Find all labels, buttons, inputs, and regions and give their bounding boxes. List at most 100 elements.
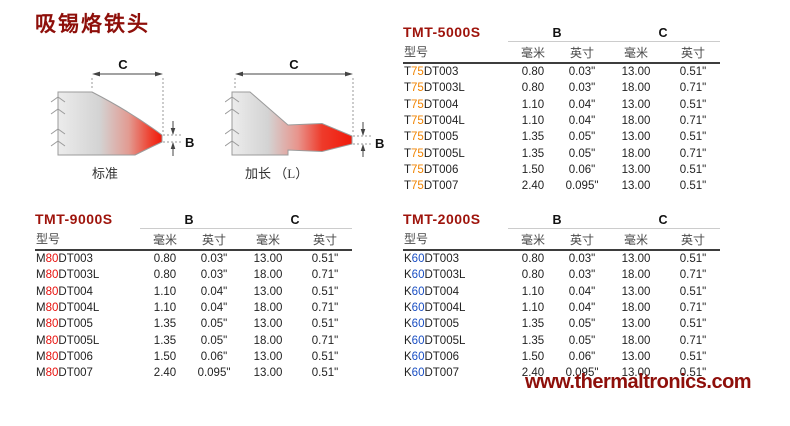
model-cell: K60DT006: [404, 350, 459, 363]
value-cell: 0.05": [200, 334, 228, 347]
value-cell: 1.35: [521, 147, 545, 160]
value-cell: 18.00: [253, 334, 283, 347]
table-body: M80DT003 0.80 0.03" 13.00 0.51" M80DT003L 0.80…: [35, 251, 352, 381]
value-cell: 0.51": [311, 253, 339, 266]
model-cell: K60DT007: [404, 367, 459, 380]
model-cell: T75DT003: [404, 66, 459, 79]
value-cell: 1.10: [521, 285, 545, 298]
model-cell: K60DT005L: [404, 334, 466, 347]
page-title: 吸锡烙铁头: [35, 13, 150, 36]
value-cell: 1.10: [521, 302, 545, 315]
table-title: TMT-2000S: [403, 211, 481, 227]
tip-body-shape: [231, 91, 353, 156]
table-column-headers: 型号 毫米 英寸 毫米 英寸: [403, 40, 720, 64]
value-cell: 13.00: [621, 98, 651, 111]
col-group-c-label: C: [290, 213, 300, 227]
value-cell: 18.00: [621, 269, 651, 282]
dim-c-label: C: [289, 57, 299, 72]
model-accent-digits: 60: [411, 285, 425, 298]
table-row: K60DT007 2.40 0.095" 13.00 0.51": [403, 365, 720, 381]
value-cell: 13.00: [621, 350, 651, 363]
table-row: K60DT004L 1.10 0.04" 18.00 0.71": [403, 300, 720, 316]
value-cell: 0.51": [679, 350, 707, 363]
col-header-c-inch: 英寸: [666, 40, 720, 63]
value-cell: 0.05": [568, 334, 596, 347]
model-accent-digits: 75: [411, 115, 424, 128]
model-cell: M80DT005L: [36, 334, 100, 347]
table-row: M80DT005L 1.35 0.05" 18.00 0.71": [35, 332, 352, 348]
value-cell: 13.00: [253, 285, 283, 298]
col-header-c-inch: 英寸: [298, 227, 352, 250]
dimension-b: [163, 121, 182, 156]
model-accent-digits: 80: [45, 350, 59, 363]
website-url: www.thermaltronics.com: [525, 371, 752, 393]
value-cell: 13.00: [621, 318, 651, 331]
value-cell: 13.00: [621, 180, 651, 193]
table-row: K60DT005L 1.35 0.05" 18.00 0.71": [403, 332, 720, 348]
value-cell: 0.80: [521, 253, 545, 266]
value-cell: 0.71": [679, 82, 707, 95]
value-cell: 0.03": [568, 253, 596, 266]
col-group-b-label: B: [552, 213, 562, 227]
model-accent-digits: 80: [45, 367, 59, 380]
model-cell: M80DT004: [36, 285, 93, 298]
value-cell: 13.00: [253, 253, 283, 266]
value-cell: 0.51": [679, 163, 707, 176]
table-row: K60DT005 1.35 0.05" 13.00 0.51": [403, 316, 720, 332]
model-accent-digits: 60: [411, 253, 425, 266]
value-cell: 18.00: [253, 269, 283, 282]
value-cell: 0.51": [679, 318, 707, 331]
table-tmt-9000s: TMT-9000S B C 型号 毫米 英寸 毫米 英寸 M80DT003 0.8…: [35, 207, 352, 381]
model-accent-digits: 80: [45, 334, 59, 347]
value-cell: 0.80: [521, 66, 545, 79]
value-cell: 0.05": [568, 318, 596, 331]
table-body: T75DT003 0.80 0.03" 13.00 0.51" T75DT003L 0.80…: [403, 64, 720, 194]
model-cell: T75DT005: [404, 131, 459, 144]
table-column-headers: 型号 毫米 英寸 毫米 英寸: [35, 227, 352, 251]
value-cell: 0.51": [679, 98, 707, 111]
value-cell: 0.80: [521, 82, 545, 95]
value-cell: 18.00: [621, 302, 651, 315]
table-row: T75DT007 2.40 0.095" 13.00 0.51": [403, 178, 720, 194]
model-accent-digits: 80: [45, 269, 59, 282]
model-accent-digits: 60: [411, 350, 425, 363]
model-cell: T75DT004: [404, 98, 459, 111]
value-cell: 18.00: [621, 334, 651, 347]
col-header-model: 型号: [404, 232, 429, 246]
table-row: T75DT004 1.10 0.04" 13.00 0.51": [403, 97, 720, 113]
value-cell: 1.35: [153, 318, 177, 331]
table-row: M80DT003L 0.80 0.03" 18.00 0.71": [35, 267, 352, 283]
value-cell: 0.04": [568, 98, 596, 111]
break-marks: [50, 96, 66, 147]
col-header-b-inch: 英寸: [190, 227, 238, 250]
value-cell: 18.00: [621, 115, 651, 128]
col-header-b-mm: 毫米: [508, 40, 558, 63]
value-cell: 1.10: [153, 285, 177, 298]
col-group-b-label: B: [184, 213, 194, 227]
model-cell: K60DT004L: [404, 302, 466, 315]
table-row: M80DT007 2.40 0.095" 13.00 0.51": [35, 365, 352, 381]
table-column-headers: 型号 毫米 英寸 毫米 英寸: [403, 227, 720, 251]
value-cell: 0.71": [679, 115, 707, 128]
value-cell: 0.80: [153, 253, 177, 266]
table-row: K60DT003 0.80 0.03" 13.00 0.51": [403, 251, 720, 267]
table-row: T75DT004L 1.10 0.04" 18.00 0.71": [403, 113, 720, 129]
value-cell: 0.80: [521, 269, 545, 282]
standard-tip-label: 标准: [92, 166, 118, 181]
value-cell: 0.095": [565, 367, 599, 380]
table-header-groups: TMT-2000S B C: [403, 207, 720, 227]
model-accent-digits: 60: [411, 334, 425, 347]
table-row: M80DT005 1.35 0.05" 13.00 0.51": [35, 316, 352, 332]
col-header-c-mm: 毫米: [238, 227, 298, 250]
value-cell: 1.10: [153, 302, 177, 315]
model-accent-digits: 75: [411, 82, 424, 95]
dimension-c: [91, 71, 164, 133]
model-cell: K60DT003: [404, 253, 459, 266]
col-header-b-mm: 毫米: [508, 227, 558, 250]
model-accent-digits: 80: [45, 302, 59, 315]
value-cell: 2.40: [521, 180, 545, 193]
value-cell: 1.10: [521, 115, 545, 128]
value-cell: 0.06": [568, 350, 596, 363]
model-accent-digits: 80: [45, 285, 59, 298]
model-cell: T75DT007: [404, 180, 459, 193]
